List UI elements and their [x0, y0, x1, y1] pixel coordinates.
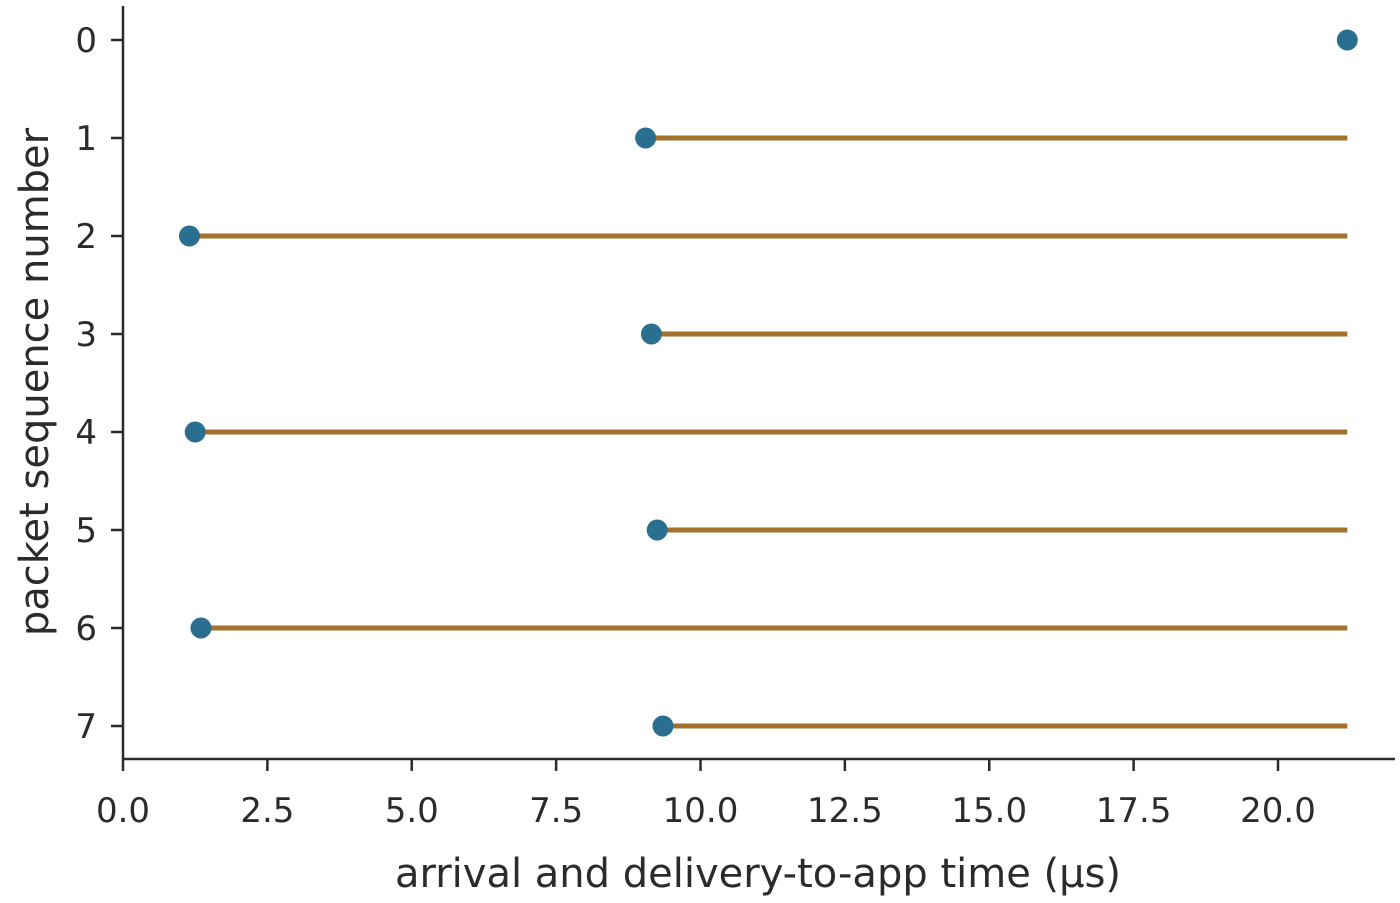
- y-tick-label: 6: [75, 609, 97, 649]
- arrival-point-7: [652, 715, 674, 737]
- y-tick-label: 4: [75, 413, 97, 453]
- delivery-segments: [189, 135, 1348, 729]
- arrival-point-6: [190, 617, 212, 639]
- arrival-point-2: [178, 225, 200, 247]
- x-tick-label: 0.0: [96, 791, 150, 831]
- y-axis-ticks: 0 1 2 3 4 5 6 7: [75, 21, 123, 747]
- x-tick-label: 10.0: [663, 791, 739, 831]
- x-axis-ticks: 0.0 2.5 5.0 7.5 10.0 12.5 15.0 17.5 20.0: [96, 759, 1316, 831]
- y-tick-label: 7: [75, 707, 97, 747]
- x-tick-label: 12.5: [807, 791, 883, 831]
- y-tick-label: 5: [75, 511, 97, 551]
- x-tick-label: 20.0: [1240, 791, 1316, 831]
- arrival-point-3: [640, 323, 662, 345]
- x-tick-label: 7.5: [529, 791, 583, 831]
- arrival-point-4: [184, 421, 206, 443]
- x-axis-title: arrival and delivery-to-app time (μs): [395, 851, 1121, 897]
- arrival-point-5: [646, 519, 668, 541]
- x-tick-label: 5.0: [385, 791, 439, 831]
- y-axis-title: packet sequence number: [12, 127, 58, 636]
- y-tick-label: 0: [75, 21, 97, 61]
- y-tick-label: 2: [75, 217, 97, 257]
- arrival-points: [178, 29, 1358, 737]
- arrival-point-1: [635, 127, 657, 149]
- x-tick-label: 17.5: [1096, 791, 1172, 831]
- arrival-point-0: [1336, 29, 1358, 51]
- x-tick-label: 15.0: [951, 791, 1027, 831]
- y-tick-label: 1: [75, 119, 97, 159]
- x-tick-label: 2.5: [240, 791, 294, 831]
- y-tick-label: 3: [75, 315, 97, 355]
